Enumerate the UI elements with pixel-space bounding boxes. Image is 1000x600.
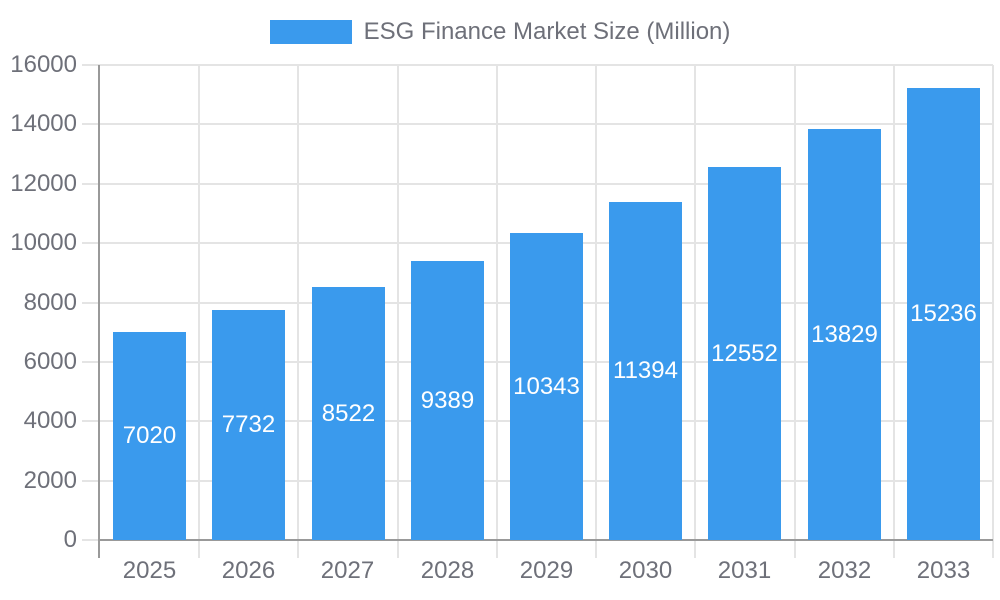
bar-value-label: 7020	[122, 422, 177, 449]
y-axis-line	[98, 65, 100, 558]
bar-2027[interactable]: 8522	[312, 287, 385, 540]
gridline-horizontal	[82, 123, 993, 126]
gridline-vertical	[297, 65, 299, 558]
y-axis-label: 4000	[23, 407, 77, 434]
bar-2026[interactable]: 7732	[212, 310, 285, 540]
bar-2032[interactable]: 13829	[808, 129, 881, 540]
y-axis-label: 10000	[10, 229, 77, 256]
bar-value-label: 11394	[613, 357, 678, 384]
y-axis-label: 8000	[23, 289, 77, 316]
gridline-vertical	[992, 65, 994, 558]
gridline-vertical	[694, 65, 696, 558]
legend-label: ESG Finance Market Size (Million)	[363, 18, 731, 45]
bar-2025[interactable]: 7020	[113, 332, 186, 540]
gridline-vertical	[595, 65, 597, 558]
y-axis-tick	[82, 539, 100, 541]
bar-value-label: 15236	[910, 300, 977, 327]
y-axis-label: 0	[63, 526, 77, 553]
legend-swatch	[269, 20, 352, 44]
bar-2028[interactable]: 9389	[411, 261, 484, 540]
gridline-horizontal	[82, 64, 993, 66]
x-axis-label: 2029	[519, 557, 574, 584]
x-axis-label: 2026	[221, 557, 276, 584]
x-axis-label: 2033	[916, 557, 971, 584]
gridline-horizontal	[82, 182, 993, 185]
plot-area: 7020 7732 8522 9389 10343 11394 12552 13829 1523…	[82, 64, 994, 558]
gridline-vertical	[893, 65, 895, 558]
y-axis-label: 14000	[10, 110, 77, 137]
y-axis-label: 12000	[10, 170, 77, 197]
x-axis-label: 2030	[618, 557, 673, 584]
gridline-vertical	[496, 65, 498, 558]
bar-value-label: 10343	[513, 372, 580, 400]
bar-2031[interactable]: 12552	[708, 167, 781, 540]
gridline-vertical	[198, 65, 200, 558]
bar-value-label: 7732	[221, 411, 276, 438]
legend[interactable]: ESG Finance Market Size (Million)	[0, 18, 1000, 46]
x-axis-label: 2032	[817, 557, 872, 584]
gridline-vertical	[397, 65, 399, 558]
bar-value-label: 12552	[711, 339, 778, 367]
bar-2033[interactable]: 15236	[907, 88, 980, 540]
x-axis-label: 2028	[420, 557, 475, 584]
y-axis-label: 2000	[23, 467, 77, 494]
bar-2029[interactable]: 10343	[510, 233, 583, 540]
x-axis-line	[98, 539, 993, 541]
gridline-vertical	[794, 65, 796, 558]
x-axis-label: 2025	[122, 557, 177, 584]
bar-2030[interactable]: 11394	[609, 202, 682, 540]
x-axis-label: 2027	[320, 557, 375, 584]
bar-value-label: 13829	[811, 320, 878, 348]
y-axis-label: 16000	[10, 51, 77, 78]
bar-value-label: 9389	[420, 386, 475, 414]
x-axis-label: 2031	[717, 557, 772, 584]
bar-value-label: 8522	[321, 399, 376, 427]
y-axis-label: 6000	[23, 348, 77, 375]
